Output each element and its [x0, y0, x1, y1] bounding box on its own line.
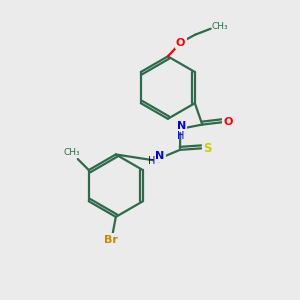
- Text: CH₃: CH₃: [212, 22, 229, 31]
- Text: Br: Br: [104, 235, 118, 245]
- Text: N: N: [155, 151, 164, 161]
- Text: O: O: [176, 38, 185, 48]
- Text: S: S: [203, 142, 212, 155]
- Text: CH₃: CH₃: [64, 148, 80, 157]
- Text: H: H: [177, 131, 184, 141]
- Text: N: N: [177, 121, 186, 131]
- Text: O: O: [223, 117, 232, 127]
- Text: H: H: [148, 156, 155, 166]
